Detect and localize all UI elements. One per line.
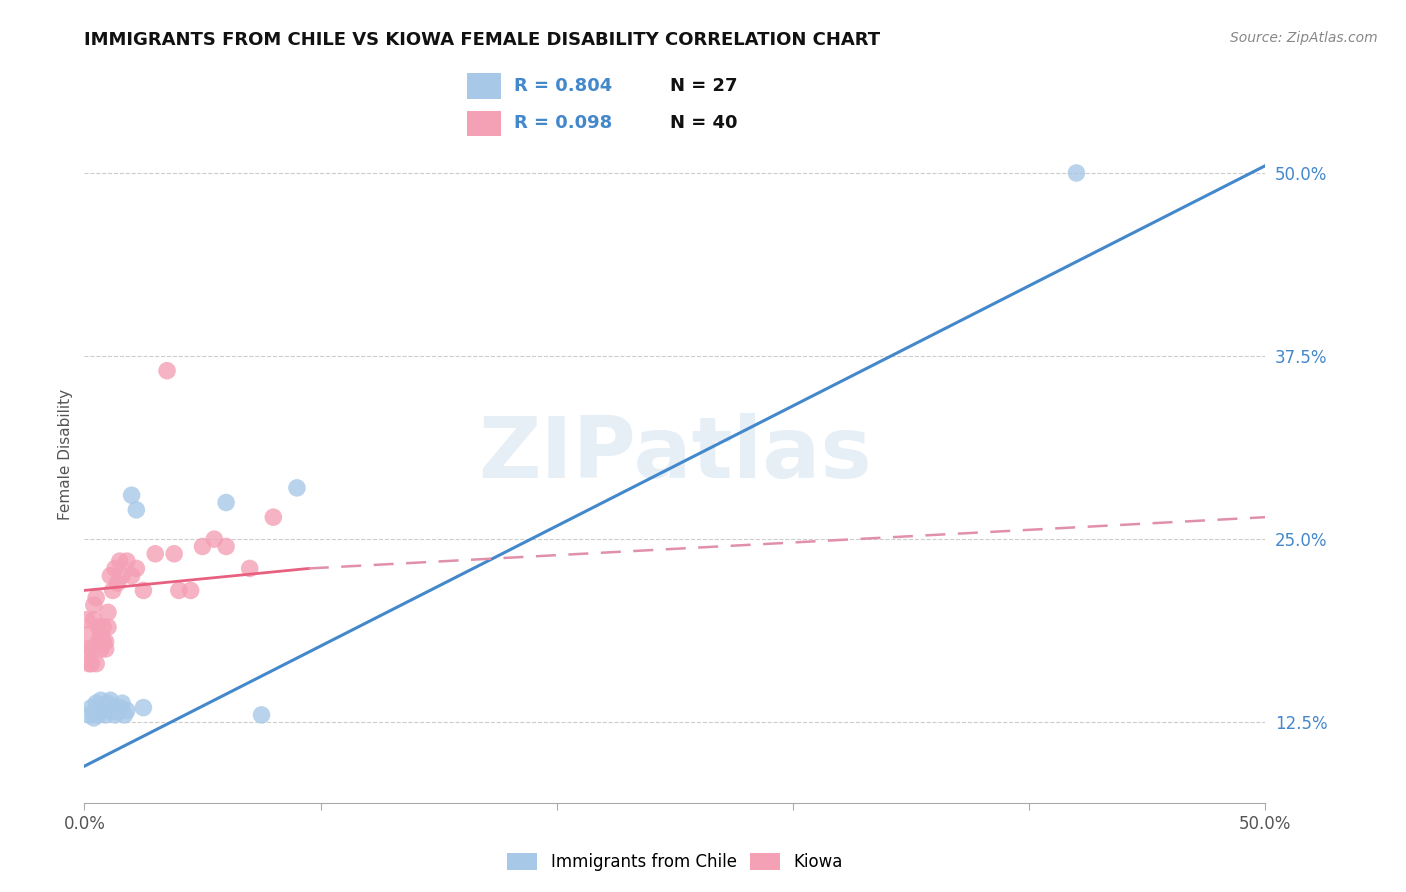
Point	[1066, 166, 1088, 180]
Point	[76, 613, 98, 627]
Point	[97, 606, 120, 620]
Point	[115, 554, 138, 568]
Point	[215, 540, 238, 554]
Point	[87, 620, 110, 634]
Point	[108, 554, 131, 568]
Point	[77, 707, 100, 722]
Point	[132, 700, 155, 714]
Text: ZIPatlas: ZIPatlas	[478, 413, 872, 497]
Point	[101, 583, 124, 598]
Text: N = 40: N = 40	[669, 114, 737, 132]
Point	[80, 642, 103, 657]
Y-axis label: Female Disability: Female Disability	[58, 389, 73, 521]
Point	[80, 657, 103, 671]
Point	[143, 547, 166, 561]
Point	[180, 583, 202, 598]
Point	[77, 657, 100, 671]
Point	[84, 657, 107, 671]
Point	[97, 696, 120, 710]
Point	[125, 503, 148, 517]
Point	[83, 711, 105, 725]
Point	[114, 707, 136, 722]
Point	[84, 591, 107, 605]
Point	[191, 540, 214, 554]
Point	[156, 364, 179, 378]
Point	[90, 642, 112, 657]
Point	[80, 700, 103, 714]
Point	[84, 705, 107, 719]
Point	[76, 642, 98, 657]
Point	[97, 620, 120, 634]
Point	[111, 568, 134, 582]
Text: N = 27: N = 27	[669, 78, 737, 95]
Point	[107, 705, 129, 719]
Point	[115, 704, 138, 718]
Point	[250, 707, 273, 722]
Point	[83, 598, 105, 612]
Point	[215, 495, 238, 509]
Point	[91, 634, 114, 648]
Text: R = 0.098: R = 0.098	[515, 114, 613, 132]
Point	[111, 696, 134, 710]
Point	[94, 707, 117, 722]
Point	[84, 696, 107, 710]
Point	[167, 583, 190, 598]
Point	[94, 642, 117, 657]
Point	[90, 693, 112, 707]
Point	[87, 707, 110, 722]
Point	[91, 620, 114, 634]
FancyBboxPatch shape	[467, 73, 501, 99]
Point	[98, 693, 121, 707]
Point	[285, 481, 308, 495]
Point	[104, 707, 127, 722]
Text: IMMIGRANTS FROM CHILE VS KIOWA FEMALE DISABILITY CORRELATION CHART: IMMIGRANTS FROM CHILE VS KIOWA FEMALE DI…	[84, 31, 880, 49]
Point	[87, 634, 110, 648]
Point	[202, 532, 225, 546]
Point	[104, 561, 127, 575]
Point	[90, 704, 112, 718]
Point	[91, 700, 114, 714]
Text: R = 0.804: R = 0.804	[515, 78, 613, 95]
Point	[163, 547, 186, 561]
Point	[98, 568, 121, 582]
Point	[121, 488, 143, 502]
Point	[107, 576, 129, 591]
Point	[94, 634, 117, 648]
Text: Source: ZipAtlas.com: Source: ZipAtlas.com	[1230, 31, 1378, 45]
Point	[101, 700, 124, 714]
Point	[239, 561, 262, 575]
Point	[125, 561, 148, 575]
Point	[121, 568, 143, 582]
Point	[108, 700, 131, 714]
Point	[262, 510, 284, 524]
Point	[83, 613, 105, 627]
Point	[90, 627, 112, 641]
Legend: Immigrants from Chile, Kiowa: Immigrants from Chile, Kiowa	[501, 847, 849, 878]
Point	[77, 627, 100, 641]
Point	[98, 704, 121, 718]
FancyBboxPatch shape	[467, 111, 501, 136]
Point	[132, 583, 155, 598]
